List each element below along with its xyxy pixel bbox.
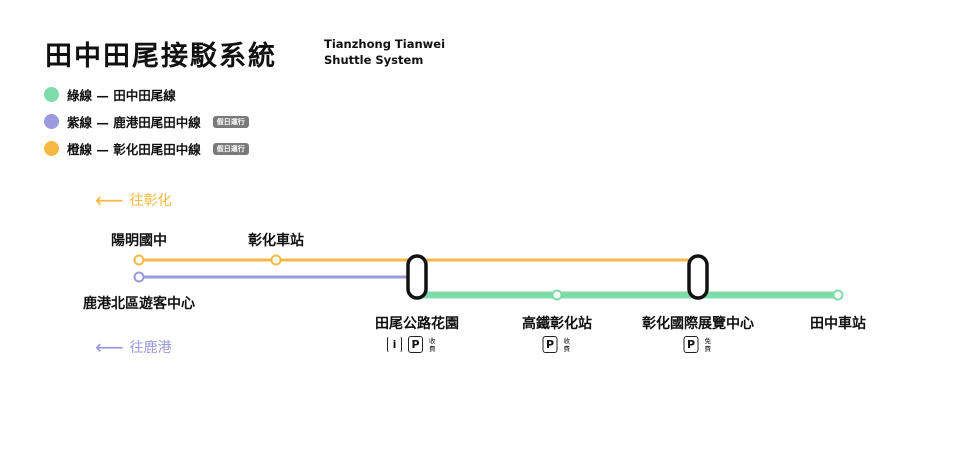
legend-label: 紫線 — 鹿港田尾田中線	[67, 115, 201, 130]
legend-label: 綠線 — 田中田尾線	[67, 88, 176, 103]
facilities-hsr: P 收費	[542, 336, 572, 353]
fee-label: 免費	[704, 336, 712, 353]
fee-label: 收費	[563, 336, 571, 353]
legend-purple: 紫線 — 鹿港田尾田中線 假日運行	[44, 112, 249, 131]
arrow-left-icon: ⟵	[95, 188, 124, 212]
parking-icon: P	[542, 336, 558, 353]
subtitle-line-1: Tianzhong Tianwei	[324, 37, 446, 51]
facilities-expo: P 免費	[683, 336, 713, 353]
page-subtitle: Tianzhong Tianwei Shuttle System	[324, 36, 445, 68]
transfer-station	[406, 254, 428, 300]
legend-orange: 橙線 — 彰化田尾田中線 假日運行	[44, 139, 249, 158]
direction-label: 往彰化	[129, 193, 172, 209]
holiday-badge: 假日運行	[212, 115, 249, 128]
info-icon: i	[387, 336, 402, 353]
subtitle-line-2: Shuttle System	[324, 53, 424, 67]
direction-lukang: ⟵ 往鹿港	[95, 335, 172, 359]
station-tianwei: 田尾公路花園	[375, 316, 459, 332]
legend-label: 橙線 — 彰化田尾田中線	[67, 142, 201, 157]
station-dot	[832, 289, 844, 301]
station-changhua: 彰化車站	[248, 233, 304, 249]
fee-label: 收費	[429, 336, 436, 353]
orange-dot-icon	[44, 141, 59, 156]
station-dot	[133, 254, 145, 266]
green-dot-icon	[44, 87, 59, 102]
transfer-station	[687, 254, 709, 300]
station-dot	[270, 254, 282, 266]
station-hsr: 高鐵彰化站	[522, 316, 592, 332]
holiday-badge: 假日運行	[212, 142, 249, 155]
parking-icon: P	[408, 336, 423, 353]
station-dot	[551, 289, 563, 301]
purple-dot-icon	[44, 114, 59, 129]
direction-changhua: ⟵ 往彰化	[95, 188, 172, 212]
arrow-left-icon: ⟵	[95, 335, 124, 359]
direction-label: 往鹿港	[129, 340, 172, 356]
station-dot	[133, 271, 145, 283]
station-yangming: 陽明國中	[111, 233, 167, 249]
station-lukang-north: 鹿港北區遊客中心	[83, 296, 195, 312]
facilities-tianwei: i P 收費	[387, 336, 437, 353]
legend-green: 綠線 — 田中田尾線	[44, 85, 176, 104]
page-title: 田中田尾接駁系統	[45, 41, 277, 72]
station-expo: 彰化國際展覽中心	[642, 316, 754, 332]
parking-icon: P	[683, 336, 699, 353]
station-tianzhong: 田中車站	[810, 316, 866, 332]
